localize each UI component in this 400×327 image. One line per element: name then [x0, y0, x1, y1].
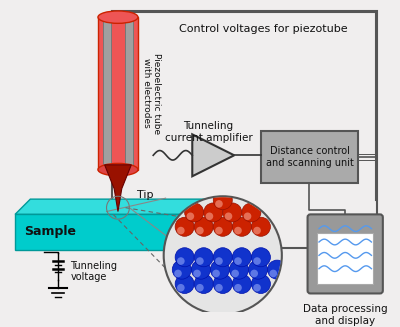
- Circle shape: [270, 270, 277, 277]
- Circle shape: [196, 227, 204, 234]
- Circle shape: [213, 274, 232, 293]
- Circle shape: [193, 270, 201, 277]
- Circle shape: [232, 248, 251, 267]
- Circle shape: [223, 203, 242, 222]
- Text: Distance control
and scanning unit: Distance control and scanning unit: [266, 146, 354, 168]
- Polygon shape: [191, 199, 206, 250]
- Circle shape: [215, 200, 223, 208]
- Circle shape: [175, 248, 194, 267]
- Circle shape: [213, 217, 232, 236]
- Bar: [317, 233, 373, 284]
- Circle shape: [251, 217, 270, 236]
- Circle shape: [215, 257, 223, 265]
- Polygon shape: [15, 215, 191, 250]
- Circle shape: [234, 227, 242, 234]
- Circle shape: [177, 284, 185, 292]
- Circle shape: [194, 248, 213, 267]
- Circle shape: [244, 213, 251, 220]
- Polygon shape: [105, 165, 131, 212]
- Text: Tunneling
voltage: Tunneling voltage: [70, 261, 117, 282]
- Ellipse shape: [98, 164, 138, 176]
- Circle shape: [177, 257, 185, 265]
- Text: Tip: Tip: [137, 190, 154, 200]
- Circle shape: [175, 217, 194, 236]
- Text: Control voltages for piezotube: Control voltages for piezotube: [180, 24, 348, 34]
- Circle shape: [242, 203, 261, 222]
- Bar: [98, 17, 138, 170]
- Circle shape: [232, 217, 251, 236]
- Circle shape: [185, 203, 204, 222]
- Circle shape: [191, 260, 210, 279]
- FancyBboxPatch shape: [308, 215, 383, 293]
- Circle shape: [174, 270, 182, 277]
- Circle shape: [253, 257, 261, 265]
- Circle shape: [250, 270, 258, 277]
- Circle shape: [175, 274, 194, 293]
- Circle shape: [248, 260, 268, 279]
- Circle shape: [194, 217, 213, 236]
- Circle shape: [177, 227, 185, 234]
- Circle shape: [251, 248, 270, 267]
- Circle shape: [232, 274, 251, 293]
- Circle shape: [253, 284, 261, 292]
- Text: Data processing
and display: Data processing and display: [303, 304, 388, 326]
- Circle shape: [212, 270, 220, 277]
- Text: Tunneling
current amplifier: Tunneling current amplifier: [165, 121, 252, 143]
- Circle shape: [215, 284, 223, 292]
- Bar: [112, 11, 377, 248]
- Text: Sample: Sample: [24, 225, 76, 238]
- Circle shape: [215, 227, 223, 234]
- Circle shape: [196, 257, 204, 265]
- Polygon shape: [192, 134, 234, 176]
- Circle shape: [204, 203, 223, 222]
- Circle shape: [234, 257, 242, 265]
- Bar: [103, 17, 111, 170]
- Circle shape: [194, 274, 213, 293]
- Circle shape: [213, 248, 232, 267]
- Circle shape: [251, 274, 270, 293]
- Bar: [261, 131, 358, 183]
- Circle shape: [210, 260, 230, 279]
- Circle shape: [253, 227, 261, 234]
- Circle shape: [164, 196, 282, 315]
- Circle shape: [231, 270, 239, 277]
- Circle shape: [213, 191, 232, 210]
- Bar: [125, 17, 133, 170]
- Circle shape: [196, 284, 204, 292]
- Circle shape: [230, 260, 248, 279]
- Circle shape: [206, 213, 213, 220]
- Circle shape: [234, 284, 242, 292]
- Circle shape: [225, 213, 232, 220]
- Polygon shape: [15, 199, 206, 215]
- Text: Piezoelectric tube
with electrodes: Piezoelectric tube with electrodes: [142, 53, 161, 134]
- Circle shape: [186, 213, 194, 220]
- Circle shape: [172, 260, 191, 279]
- Circle shape: [268, 260, 287, 279]
- Ellipse shape: [98, 11, 138, 23]
